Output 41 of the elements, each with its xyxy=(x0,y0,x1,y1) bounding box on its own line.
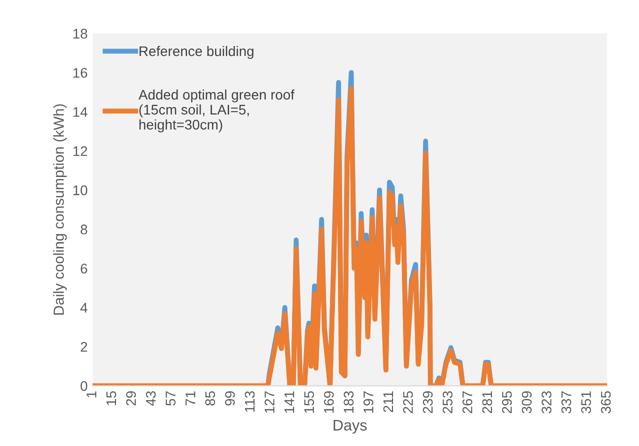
y-tick-label: 4 xyxy=(80,302,88,313)
x-tick-label: 57 xyxy=(166,391,176,406)
y-tick-label: 18 xyxy=(73,28,88,39)
x-tick-label: 29 xyxy=(126,391,136,406)
x-tick-label: 43 xyxy=(146,391,156,406)
legend-label: Added optimal green roof (15cm soil, LAI=5, height=30cm) xyxy=(138,89,294,132)
x-tick-label: 365 xyxy=(600,391,611,414)
y-tick-label: 2 xyxy=(80,342,88,352)
x-tick-label: 113 xyxy=(244,391,255,412)
x-tick-label: 85 xyxy=(205,391,216,406)
y-tick-label: 12 xyxy=(73,146,88,156)
y-tick-label: 8 xyxy=(80,224,88,234)
x-tick-label: 197 xyxy=(364,391,374,413)
x-tick-label: 99 xyxy=(225,391,235,406)
x-tick-label: 15 xyxy=(106,391,116,406)
x-tick-label: 323 xyxy=(542,391,552,414)
x-tick-label: 141 xyxy=(284,391,294,413)
x-tick-label: 253 xyxy=(442,391,453,414)
y-tick-label: 0 xyxy=(80,381,88,391)
x-tick-label: 337 xyxy=(561,391,572,414)
x-tick-label: 309 xyxy=(522,391,532,414)
legend-label: Reference building xyxy=(140,46,254,59)
y-tick-label: 14 xyxy=(73,107,88,117)
y-tick-label: 16 xyxy=(73,68,88,78)
x-tick-label: 225 xyxy=(403,391,413,414)
x-tick-label: 351 xyxy=(581,391,591,414)
y-tick-label: 10 xyxy=(73,185,88,196)
x-tick-label: 211 xyxy=(383,391,394,412)
x-tick-label: 1 xyxy=(86,391,96,398)
x-tick-label: 295 xyxy=(502,391,512,414)
x-tick-label: 155 xyxy=(304,391,314,413)
x-tick-label: 169 xyxy=(324,391,334,413)
y-tick-label: 6 xyxy=(80,264,88,274)
x-tick-label: 127 xyxy=(264,391,274,413)
x-tick-label: 267 xyxy=(462,391,472,414)
x-tick-label: 183 xyxy=(344,391,354,413)
x-tick-label: 71 xyxy=(186,391,196,406)
y-axis-title: Daily cooling consumption (kWh) xyxy=(53,104,67,315)
x-axis-title: Days xyxy=(334,420,367,434)
x-tick-label: 281 xyxy=(482,391,492,414)
x-tick-label: 239 xyxy=(422,391,433,414)
